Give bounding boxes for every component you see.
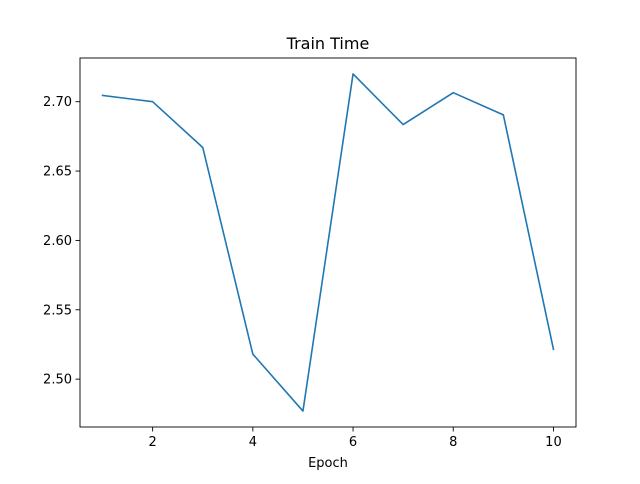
- y-tick-label: 2.65: [43, 165, 72, 180]
- x-tick-label: 6: [349, 435, 357, 450]
- axes-frame: [79, 57, 577, 428]
- chart-title: Train Time: [286, 34, 370, 53]
- y-tick-label: 2.70: [43, 95, 72, 110]
- x-tick-label: 10: [545, 435, 562, 450]
- x-axis-label: Epoch: [308, 456, 348, 471]
- x-tick-label: 4: [249, 435, 257, 450]
- y-tick-label: 2.60: [43, 234, 72, 249]
- y-tick-label: 2.55: [43, 303, 72, 318]
- x-tick-label: 8: [449, 435, 457, 450]
- x-tick-label: 2: [149, 435, 157, 450]
- y-tick-label: 2.50: [43, 373, 72, 388]
- series-line-1: [101, 73, 555, 412]
- plot-area: 2 4 6 8 10 2.50 2.55 2.60 2.65 2.70: [43, 57, 577, 450]
